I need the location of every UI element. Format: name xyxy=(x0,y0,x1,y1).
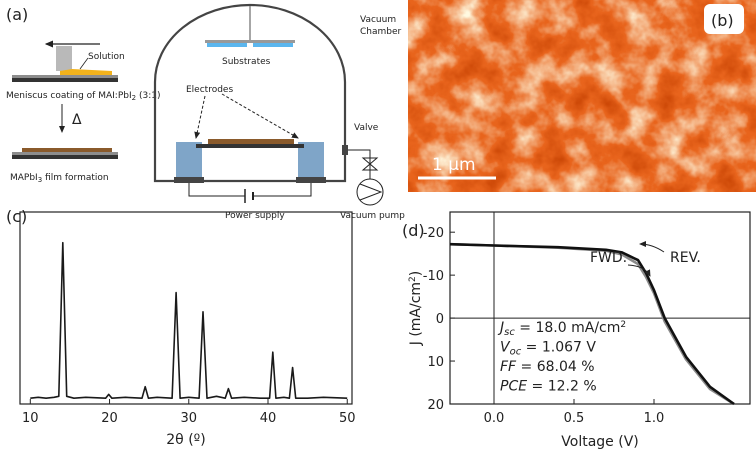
stat-part: V xyxy=(500,340,511,356)
y-tick-label: -20 xyxy=(423,226,444,241)
stat-part: = 12.2 % xyxy=(527,379,597,395)
stat-part: = 18.0 mA/cm xyxy=(515,320,621,336)
x-tick-label: 50 xyxy=(339,411,356,426)
substrate xyxy=(12,152,118,155)
pump xyxy=(359,183,383,201)
panel-label: (b) xyxy=(711,11,734,30)
plot-frame xyxy=(449,211,751,405)
data-line xyxy=(449,242,735,406)
scale-label: 1 μm xyxy=(432,155,476,175)
chamber xyxy=(153,3,347,183)
port xyxy=(342,145,348,155)
label: Solution xyxy=(88,52,125,62)
y-tick-label: 20 xyxy=(427,398,444,413)
x-tick-label: 10 xyxy=(22,411,39,426)
y-tick-label: 10 xyxy=(427,355,444,370)
afm-texture xyxy=(408,0,756,192)
stat-part: sc xyxy=(504,327,515,338)
leader xyxy=(79,57,89,70)
x-tick-label: 0.5 xyxy=(564,411,585,426)
label: MAPbI3 film formation xyxy=(10,173,109,184)
holder xyxy=(205,40,295,43)
solution xyxy=(60,69,112,75)
panel-label: (c) xyxy=(6,207,27,226)
panel-a: (a) Solution Meniscus coating of MAI:PbI… xyxy=(6,3,405,221)
x-axis-label: 2θ (º) xyxy=(166,432,205,448)
stat-part: 2 xyxy=(620,320,626,330)
label: Vacuum Chamber xyxy=(360,15,402,37)
label-bg xyxy=(704,4,744,34)
stat-part: = 68.04 % xyxy=(516,359,594,375)
film xyxy=(22,148,112,152)
substrate xyxy=(207,43,247,47)
x-axis-label: Voltage (V) xyxy=(561,434,638,450)
substrate xyxy=(12,155,118,159)
valve xyxy=(361,157,379,171)
stat-part: FF xyxy=(500,359,517,375)
data-line xyxy=(30,241,348,399)
x-tick-label: 40 xyxy=(260,411,277,426)
pump xyxy=(356,178,384,206)
label: Valve xyxy=(354,123,379,133)
stat-part: oc xyxy=(510,347,522,358)
wire xyxy=(188,183,312,197)
annotation-arrow xyxy=(627,264,651,277)
label: Substrates xyxy=(222,57,271,67)
x-tick-label: 1.0 xyxy=(644,411,665,426)
substrate xyxy=(12,78,118,82)
arrow xyxy=(221,93,299,139)
substrate xyxy=(12,75,118,78)
plot-frame xyxy=(19,211,353,405)
label: Electrodes xyxy=(186,85,233,95)
blade xyxy=(56,46,72,71)
annotation-arrow xyxy=(639,241,665,253)
stat-part: = 1.067 V xyxy=(521,340,596,356)
label: Vacuum pump xyxy=(340,211,405,221)
label: Power supply xyxy=(225,211,285,221)
stat-part: J xyxy=(497,320,504,336)
stat: Voc = 1.067 V xyxy=(500,340,596,358)
source xyxy=(208,139,294,144)
stat-part: PCE xyxy=(500,379,527,395)
stat: Jsc = 18.0 mA/cm2 xyxy=(497,320,626,338)
panel-b: (b) 1 μm xyxy=(408,0,756,192)
stat: FF = 68.04 % xyxy=(500,359,595,375)
x-tick-label: 0.0 xyxy=(484,411,505,426)
arrow xyxy=(194,95,206,139)
x-tick-label: 20 xyxy=(101,411,118,426)
feedthrough xyxy=(174,177,204,183)
label: Δ xyxy=(72,112,82,128)
series-label: FWD. xyxy=(590,250,627,266)
pipe xyxy=(348,149,371,179)
feedthrough xyxy=(296,177,326,183)
series-label: REV. xyxy=(670,250,701,266)
substrate xyxy=(253,43,293,47)
y-axis-label: J (mA/cm2) xyxy=(408,271,424,347)
boat xyxy=(196,144,304,148)
panel-label: (d) xyxy=(402,221,425,240)
y-tick-label: -10 xyxy=(423,269,444,284)
label: Meniscus coating of MAI:PbI2 (3:1) xyxy=(6,91,160,102)
x-tick-label: 30 xyxy=(180,411,197,426)
panel-label: (a) xyxy=(6,5,28,24)
y-tick-label: 0 xyxy=(436,312,444,327)
stat: PCE = 12.2 % xyxy=(500,379,597,395)
